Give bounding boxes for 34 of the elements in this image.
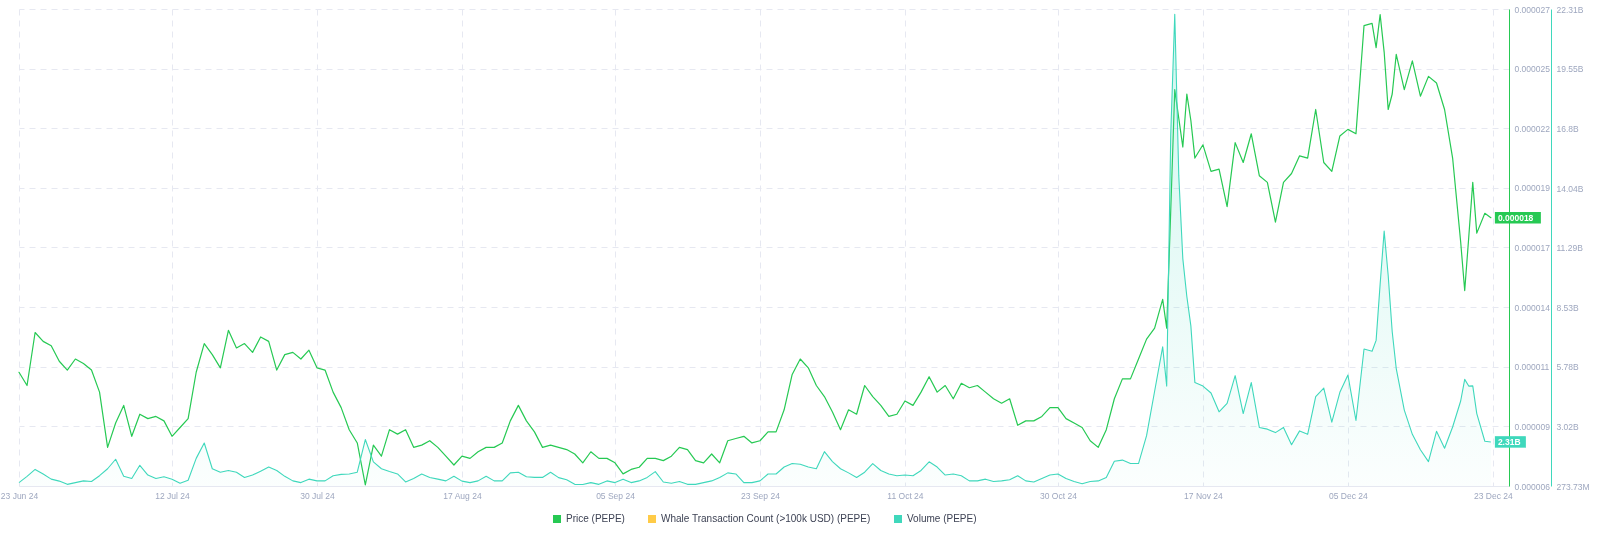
- y-tick-label: 0.000014: [1514, 302, 1551, 313]
- x-tick-label: 17 Aug 24: [443, 490, 482, 501]
- y-tick-label: 0.000009: [1514, 421, 1551, 432]
- x-tick-label: 23 Jun 24: [0, 490, 39, 501]
- x-tick-label: 05 Dec 24: [1329, 490, 1369, 501]
- x-tick-label: 30 Oct 24: [1040, 490, 1078, 501]
- x-tick-label: 05 Sep 24: [596, 490, 636, 501]
- y-tick-label: 0.000022: [1514, 123, 1551, 134]
- y2-tick-label: 16.8B: [1556, 123, 1580, 134]
- y2-tick-label: 3.02B: [1556, 422, 1580, 433]
- y-tick-label: 0.000025: [1514, 64, 1551, 75]
- data-label: 0.000018: [1497, 212, 1534, 223]
- y2-tick-label: 273.73M: [1556, 481, 1590, 492]
- x-tick-label: 30 Jul 24: [300, 490, 336, 501]
- y2-tick-label: 14.04B: [1556, 183, 1584, 194]
- x-tick-label: 17 Nov 24: [1184, 490, 1224, 501]
- y2-tick-label: 5.78B: [1556, 362, 1580, 373]
- data-label: 2.31B: [1497, 436, 1521, 447]
- legend-label: Volume (PEPE): [907, 513, 977, 524]
- x-tick-label: 23 Dec 24: [1474, 490, 1514, 501]
- y2-tick-label: 8.53B: [1556, 302, 1580, 313]
- y-tick-label: 0.000006: [1514, 481, 1551, 492]
- x-tick-label: 11 Oct 24: [887, 490, 924, 501]
- y-tick-label: 0.000027: [1514, 4, 1551, 15]
- y2-tick-label: 19.55B: [1556, 64, 1584, 75]
- y2-tick-label: 11.29B: [1556, 243, 1584, 254]
- x-tick-label: 12 Jul 24: [155, 490, 191, 501]
- y-tick-label: 0.000011: [1514, 362, 1550, 373]
- y-tick-label: 0.000017: [1514, 243, 1551, 253]
- legend-label: Whale Transaction Count (>100k USD) (PEPE): [661, 513, 871, 524]
- x-tick-label: 23 Sep 24: [741, 490, 781, 501]
- y2-tick-label: 22.31B: [1556, 4, 1584, 15]
- y-tick-label: 0.000019: [1514, 183, 1551, 194]
- legend-label: Price (PEPE): [566, 513, 625, 524]
